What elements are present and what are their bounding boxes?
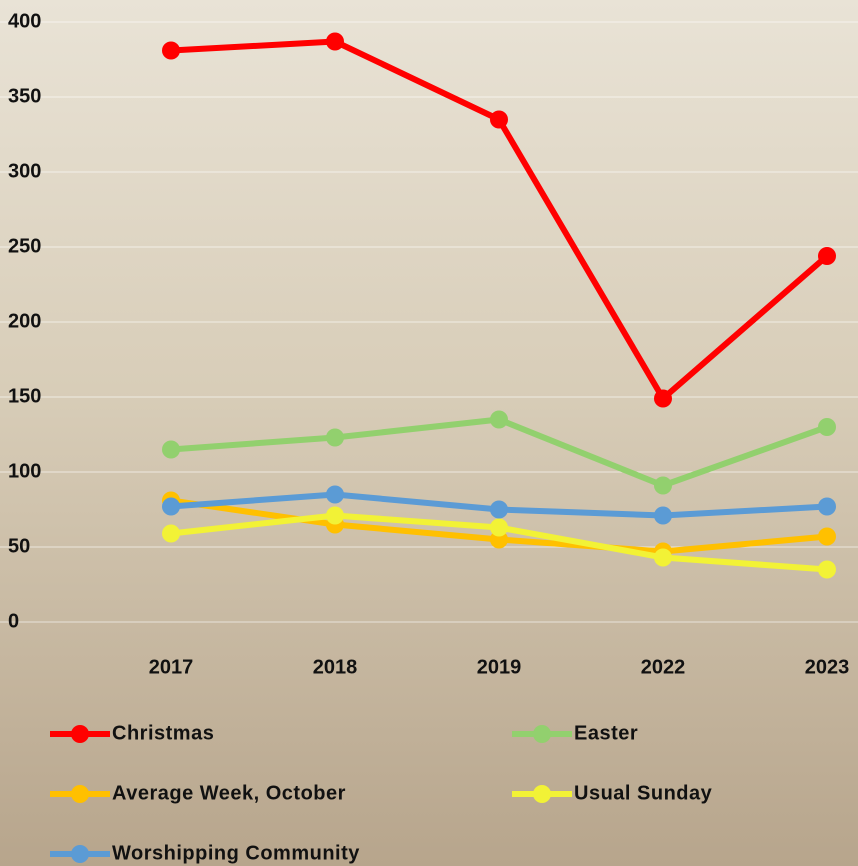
legend-marker: [533, 785, 551, 803]
legend-marker: [71, 725, 89, 743]
data-point: [162, 41, 180, 60]
data-point: [490, 410, 508, 429]
y-tick-label: 300: [8, 160, 41, 182]
legend-label: Usual Sunday: [574, 782, 713, 804]
data-point: [162, 440, 180, 459]
data-point: [326, 485, 344, 504]
legend-label: Christmas: [112, 722, 214, 744]
data-point: [326, 506, 344, 525]
legend-marker: [71, 845, 89, 863]
data-point: [654, 506, 672, 525]
y-tick-label: 150: [8, 385, 41, 407]
y-tick-label: 0: [8, 610, 19, 632]
y-tick-label: 50: [8, 535, 30, 557]
legend-label: Worshipping Community: [112, 842, 360, 864]
data-point: [654, 548, 672, 567]
legend-marker: [533, 725, 551, 743]
data-point: [654, 476, 672, 495]
data-point: [162, 524, 180, 543]
data-point: [818, 527, 836, 546]
data-point: [654, 389, 672, 408]
data-point: [326, 428, 344, 447]
data-point: [162, 497, 180, 516]
data-point: [818, 247, 836, 265]
y-tick-label: 400: [8, 10, 41, 32]
y-tick-label: 200: [8, 310, 41, 332]
data-point: [818, 560, 836, 579]
y-tick-label: 100: [8, 460, 41, 482]
y-tick-label: 250: [8, 235, 41, 257]
legend-marker: [71, 785, 89, 803]
data-point: [818, 418, 836, 436]
data-point: [490, 110, 508, 129]
x-tick-label: 2017: [149, 656, 194, 678]
legend-label: Average Week, October: [112, 782, 346, 804]
x-tick-label: 2018: [313, 656, 358, 678]
x-tick-label: 2023: [805, 656, 850, 678]
data-point: [818, 497, 836, 516]
x-tick-label: 2019: [477, 656, 522, 678]
x-tick-label: 2022: [641, 656, 686, 678]
data-point: [326, 32, 344, 51]
legend-label: Easter: [574, 722, 638, 744]
data-point: [490, 500, 508, 519]
y-tick-label: 350: [8, 85, 41, 107]
data-point: [490, 518, 508, 537]
